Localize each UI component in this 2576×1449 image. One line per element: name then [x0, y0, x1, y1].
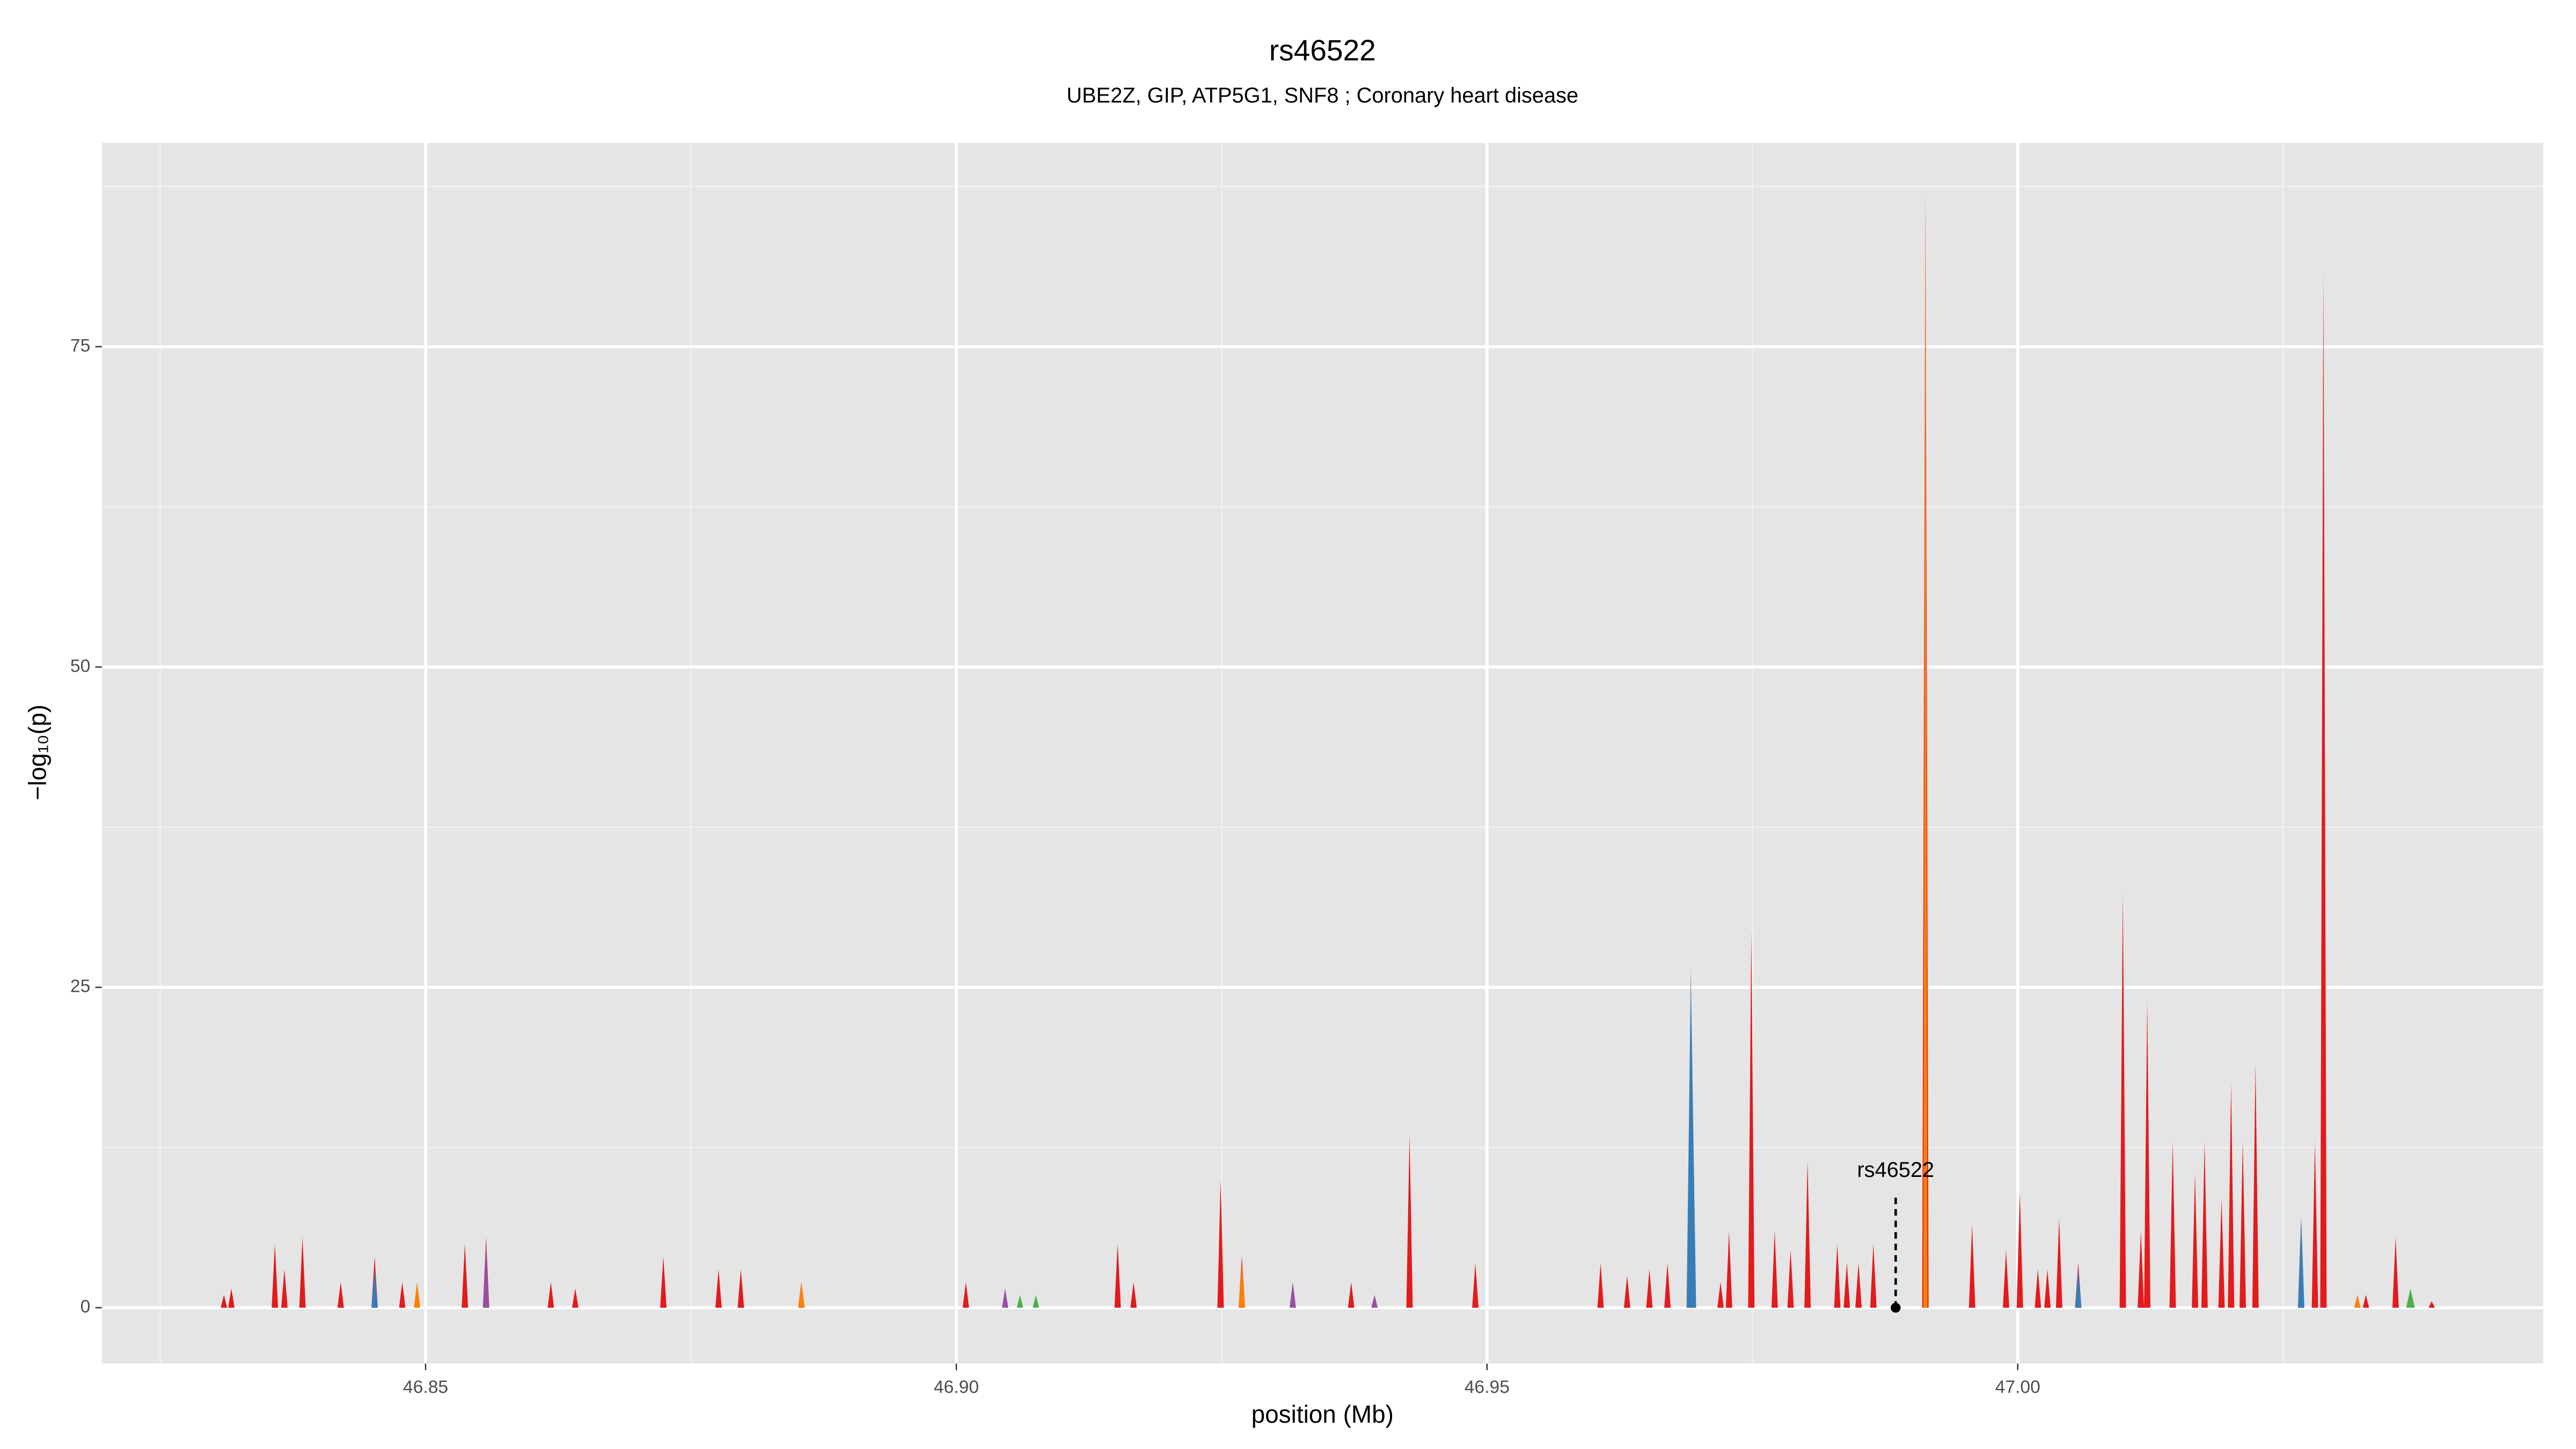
- grid: [101, 143, 2543, 1364]
- chart-subtitle: UBE2Z, GIP, ATP5G1, SNF8 ; Coronary hear…: [1066, 84, 1578, 107]
- annotation-label: rs46522: [1857, 1158, 1934, 1182]
- annotation-point: [1891, 1302, 1901, 1313]
- y-axis-label: −log₁₀(p): [24, 705, 52, 801]
- x-tick-label: 46.90: [934, 1378, 979, 1397]
- chart-title: rs46522: [1269, 34, 1376, 67]
- plot-panel: [101, 143, 2543, 1364]
- y-tick-label: 25: [70, 977, 90, 997]
- y-tick-label: 75: [70, 336, 90, 356]
- x-tick-label: 47.00: [1995, 1378, 2040, 1397]
- x-tick-label: 46.95: [1465, 1378, 1510, 1397]
- axes: 46.85 46.90 46.95 47.00 0 25 50 75 rs46522: [70, 336, 2040, 1397]
- y-tick-label: 0: [80, 1297, 91, 1317]
- x-axis-label: position (Mb): [1252, 1400, 1394, 1428]
- x-tick-label: 46.85: [403, 1378, 448, 1397]
- y-tick-label: 50: [70, 656, 90, 676]
